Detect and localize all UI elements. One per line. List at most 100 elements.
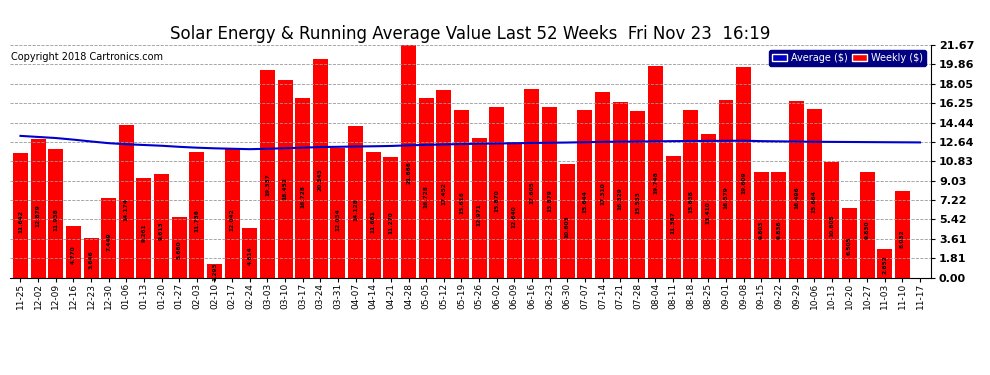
Bar [665, 156, 680, 278]
Bar [313, 59, 328, 278]
Text: 3.646: 3.646 [88, 251, 93, 269]
Text: 11.938: 11.938 [53, 209, 58, 231]
Text: 1.293: 1.293 [212, 262, 217, 280]
Bar [83, 238, 99, 278]
Bar [189, 152, 204, 278]
Text: 20.343: 20.343 [318, 168, 323, 190]
Text: 11.681: 11.681 [370, 210, 376, 232]
Text: 8.032: 8.032 [900, 230, 905, 248]
Text: 16.579: 16.579 [724, 186, 729, 209]
Text: 12.640: 12.640 [512, 205, 517, 228]
Bar [225, 148, 240, 278]
Text: 17.605: 17.605 [530, 181, 535, 204]
Text: 16.728: 16.728 [424, 185, 429, 208]
Text: 4.614: 4.614 [248, 246, 252, 265]
Text: 15.616: 15.616 [459, 190, 464, 213]
Bar [737, 67, 751, 278]
Bar [154, 174, 169, 278]
Text: 7.449: 7.449 [106, 232, 111, 251]
Text: 11.736: 11.736 [194, 209, 199, 232]
Text: 11.367: 11.367 [670, 211, 675, 234]
Text: 13.410: 13.410 [706, 201, 711, 224]
Bar [701, 134, 716, 278]
Bar [631, 111, 645, 278]
Bar [419, 98, 434, 278]
Bar [365, 152, 381, 278]
Bar [66, 226, 81, 278]
Text: 14.174: 14.174 [124, 198, 129, 220]
Text: 16.329: 16.329 [618, 187, 623, 210]
Text: 12.971: 12.971 [476, 204, 481, 226]
Bar [277, 80, 293, 278]
Bar [525, 88, 540, 278]
Bar [401, 45, 416, 278]
Text: 11.642: 11.642 [18, 210, 23, 233]
Bar [101, 198, 116, 278]
Bar [753, 172, 769, 278]
Bar [454, 110, 469, 278]
Text: 9.830: 9.830 [864, 221, 869, 239]
Text: 16.728: 16.728 [300, 185, 305, 208]
Bar [507, 142, 522, 278]
Text: 2.652: 2.652 [882, 255, 887, 274]
Text: 15.644: 15.644 [582, 190, 587, 213]
Text: 12.034: 12.034 [336, 208, 341, 231]
Bar [647, 66, 663, 278]
Text: 14.128: 14.128 [353, 198, 358, 221]
Text: 15.879: 15.879 [547, 189, 552, 212]
Bar [295, 98, 310, 278]
Bar [31, 140, 46, 278]
Text: 6.505: 6.505 [847, 237, 852, 255]
Bar [260, 70, 275, 278]
Bar [13, 153, 28, 278]
Text: 4.770: 4.770 [71, 245, 76, 264]
Bar [842, 208, 857, 278]
Text: 16.496: 16.496 [794, 186, 799, 209]
Bar [489, 107, 504, 278]
Text: 9.803: 9.803 [758, 221, 763, 239]
Text: 15.638: 15.638 [688, 190, 693, 213]
Bar [171, 217, 187, 278]
Text: 9.613: 9.613 [159, 222, 164, 240]
Text: 11.270: 11.270 [388, 212, 393, 234]
Bar [383, 157, 398, 278]
Text: 15.870: 15.870 [494, 189, 499, 212]
Text: 18.452: 18.452 [282, 177, 287, 200]
Bar [595, 92, 610, 278]
Text: 10.805: 10.805 [830, 214, 835, 237]
Bar [119, 125, 134, 278]
Bar [859, 172, 874, 278]
Bar [331, 148, 346, 278]
Bar [543, 107, 557, 278]
Text: 19.337: 19.337 [265, 173, 270, 195]
Bar [789, 100, 804, 278]
Bar [49, 149, 63, 278]
Text: 10.603: 10.603 [564, 215, 570, 238]
Bar [877, 249, 892, 278]
Text: Copyright 2018 Cartronics.com: Copyright 2018 Cartronics.com [11, 52, 162, 62]
Text: 21.666: 21.666 [406, 162, 411, 184]
Bar [807, 110, 822, 278]
Text: 19.609: 19.609 [742, 172, 746, 194]
Bar [613, 102, 628, 278]
Bar [895, 191, 910, 278]
Bar [719, 100, 734, 278]
Legend: Average ($), Weekly ($): Average ($), Weekly ($) [769, 50, 926, 66]
Bar [825, 162, 840, 278]
Title: Solar Energy & Running Average Value Last 52 Weeks  Fri Nov 23  16:19: Solar Energy & Running Average Value Las… [170, 26, 770, 44]
Text: 17.310: 17.310 [600, 183, 605, 205]
Bar [577, 110, 592, 278]
Bar [683, 110, 698, 278]
Bar [437, 90, 451, 278]
Bar [137, 178, 151, 278]
Bar [243, 228, 257, 278]
Text: 12.042: 12.042 [230, 208, 235, 231]
Text: 15.533: 15.533 [636, 191, 641, 214]
Text: 15.664: 15.664 [812, 190, 817, 213]
Bar [471, 138, 486, 278]
Bar [348, 126, 363, 278]
Text: 17.452: 17.452 [442, 182, 446, 205]
Text: 12.879: 12.879 [36, 204, 41, 227]
Bar [771, 172, 786, 278]
Text: 5.660: 5.660 [177, 241, 182, 260]
